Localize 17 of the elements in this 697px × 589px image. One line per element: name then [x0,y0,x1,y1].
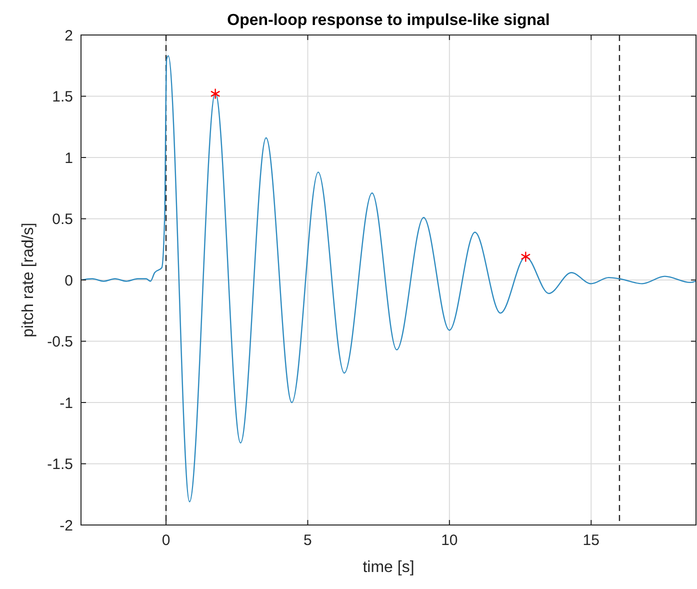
y-tick-label: 1.5 [52,88,73,106]
y-tick-label: 0 [64,272,73,290]
x-tick-label: 15 [582,532,600,549]
y-tick-label: 2 [64,27,73,44]
y-tick-label: -1.5 [47,456,73,473]
y-tick-label: 1 [64,150,73,167]
chart-title: Open-loop response to impulse-like signal [227,12,550,29]
y-tick-label: -2 [60,517,73,534]
y-tick-label: 0.5 [52,211,73,228]
y-axis-title: pitch rate [rad/s] [20,222,37,338]
x-axis-title: time [s] [362,559,414,576]
y-tick-label: -0.5 [47,334,73,350]
x-tick-label: 5 [304,532,312,549]
line-series [80,55,697,502]
y-tick-label: -1 [60,394,73,412]
x-tick-label: 10 [441,532,458,549]
x-tick-label: 0 [162,532,170,549]
